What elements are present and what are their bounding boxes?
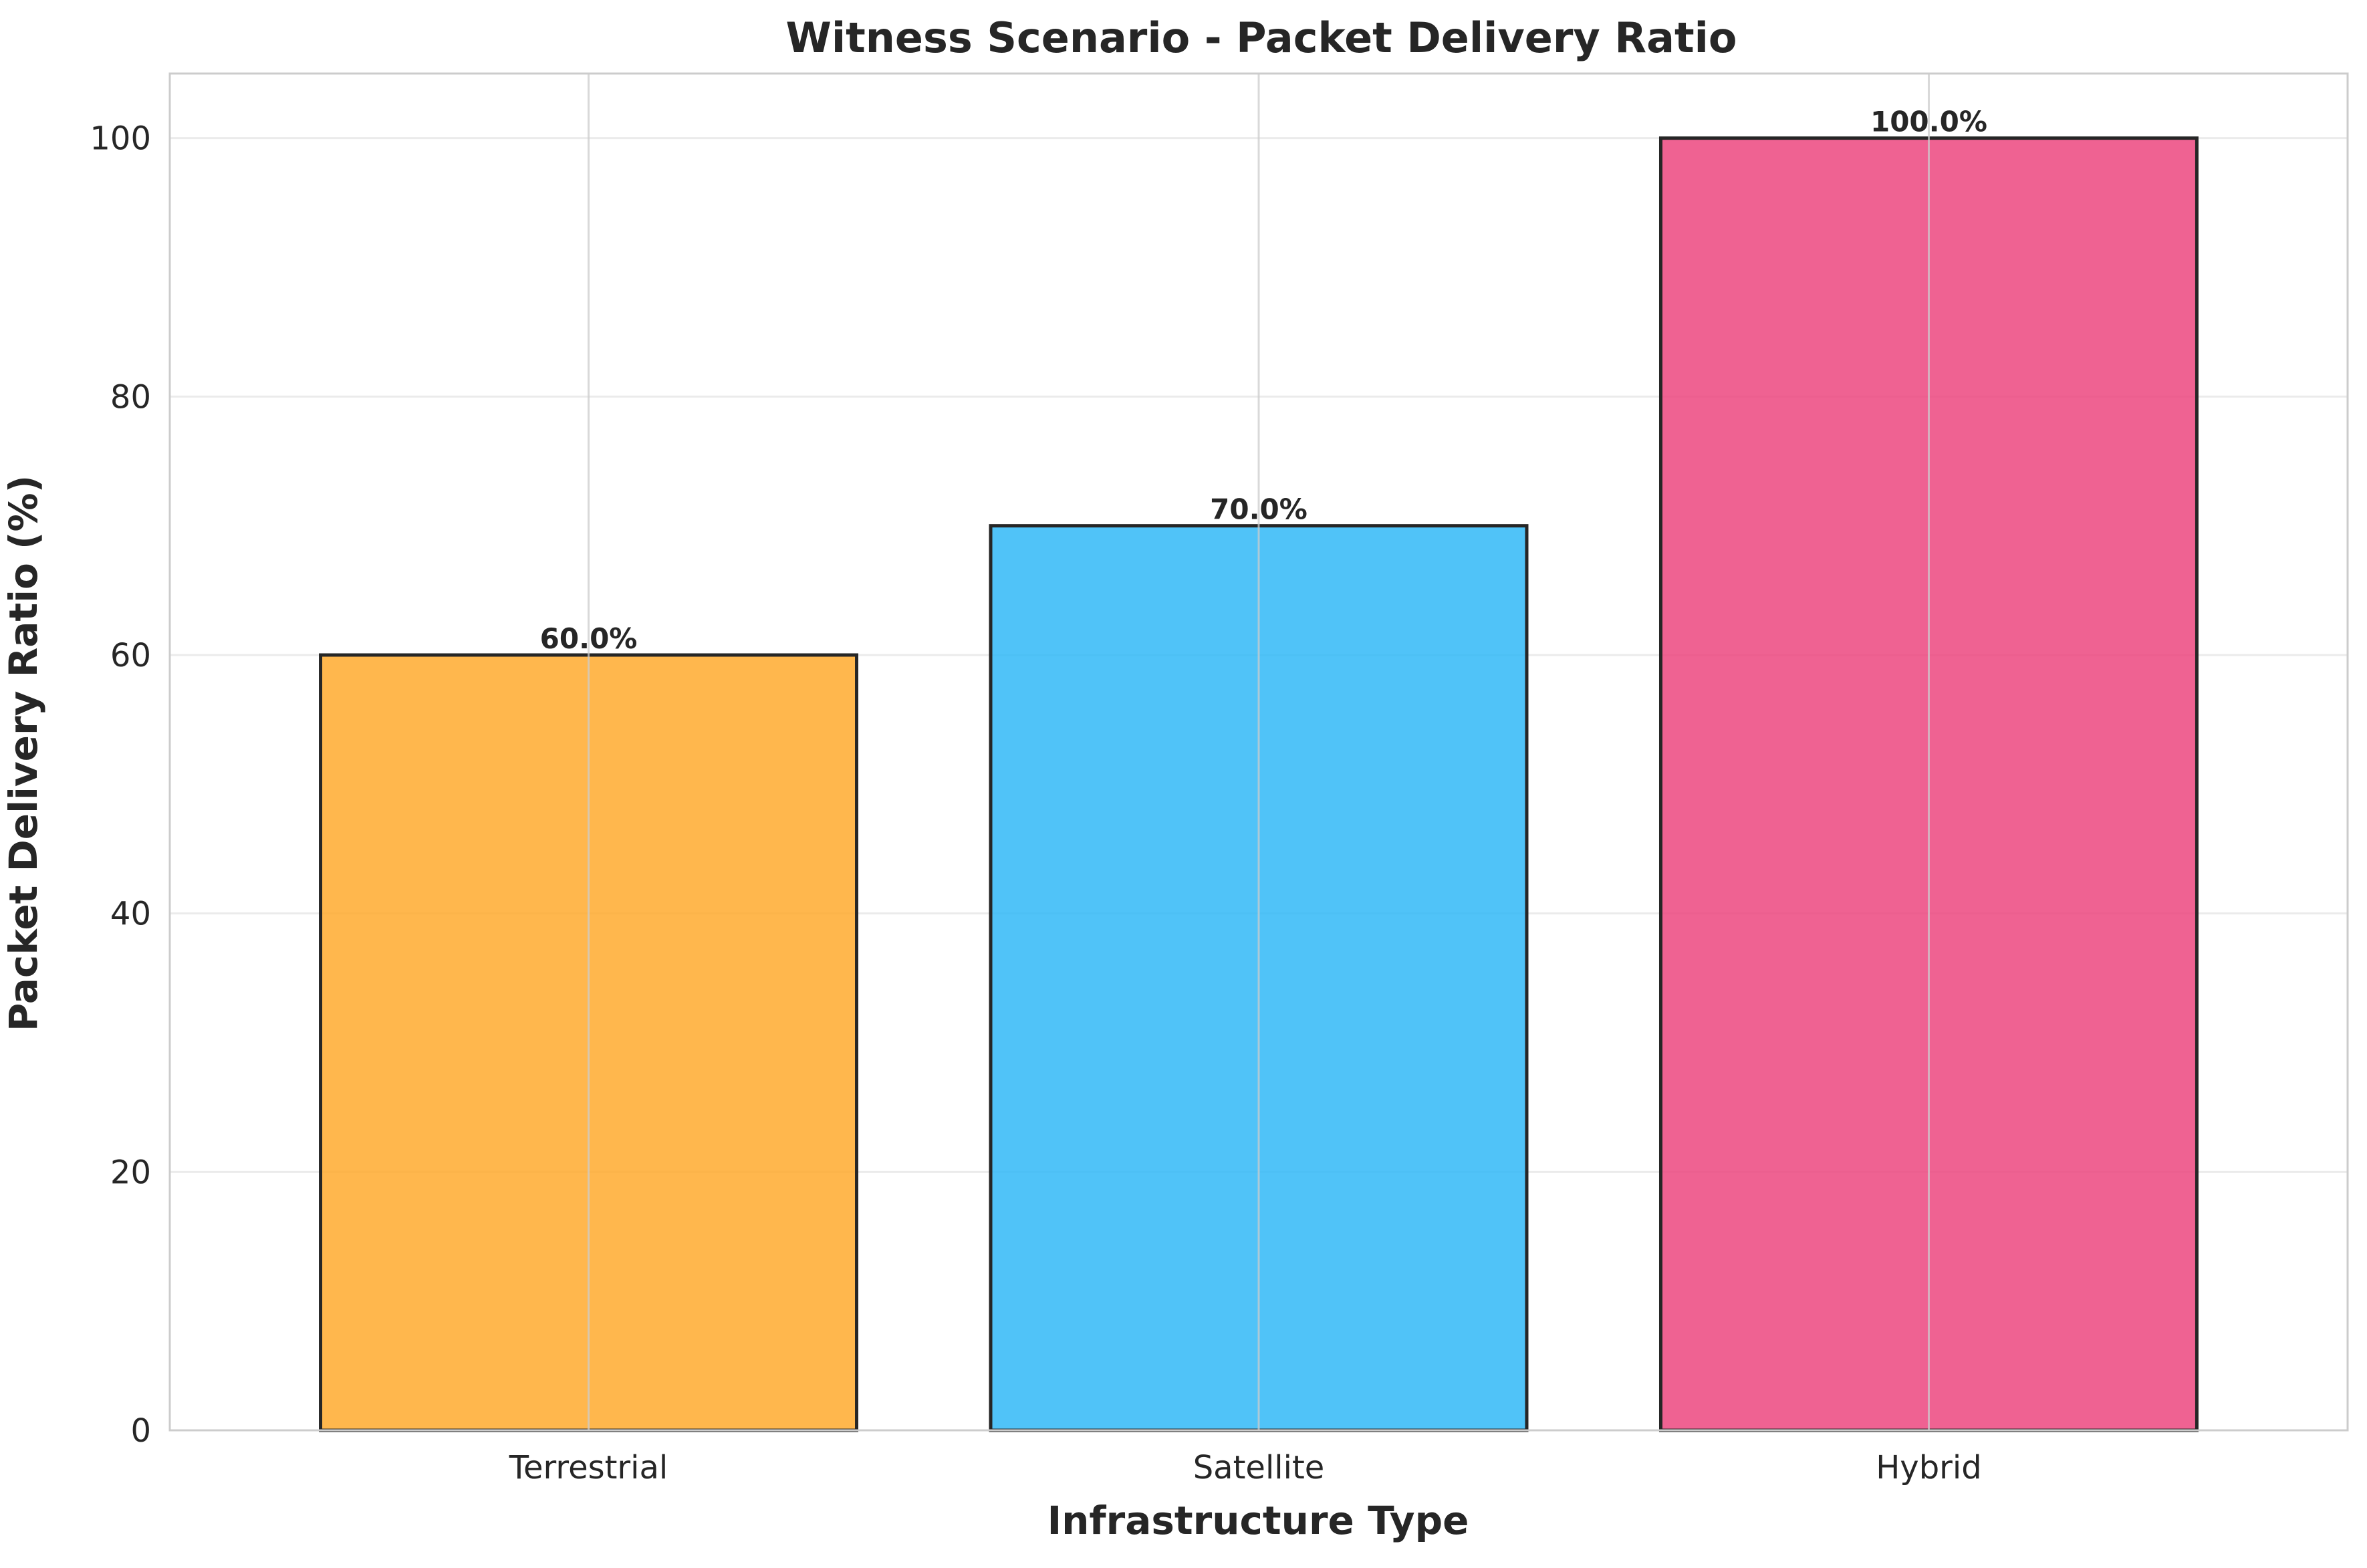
y-tick-label: 100 — [90, 120, 151, 158]
chart-title: Witness Scenario - Packet Delivery Ratio — [786, 13, 1737, 62]
vertical-grid — [588, 74, 1930, 1430]
y-tick-label: 40 — [110, 896, 151, 933]
bar-value-label: 60.0% — [540, 622, 638, 655]
x-tick-label: Hybrid — [1876, 1449, 1982, 1486]
plot-frame — [168, 72, 2349, 1432]
y-tick-label: 0 — [130, 1412, 151, 1450]
data-labels: 60.0% 70.0% 100.0% — [540, 106, 1987, 655]
x-axis-label: Infrastructure Type — [1047, 1498, 1469, 1543]
y-tick-label: 20 — [110, 1154, 151, 1191]
bar-value-label: 70.0% — [1210, 493, 1307, 526]
y-axis-ticks: 0 20 40 60 80 100 — [90, 120, 151, 1450]
y-tick-label: 80 — [110, 378, 151, 416]
x-axis-ticks: Terrestrial Satellite Hybrid — [509, 1449, 1982, 1486]
x-tick-label: Satellite — [1193, 1449, 1325, 1486]
bar-value-label: 100.0% — [1870, 106, 1987, 138]
x-tick-label: Terrestrial — [509, 1449, 668, 1486]
y-axis-label: Packet Delivery Ratio (%) — [1, 475, 46, 1031]
y-tick-label: 60 — [110, 637, 151, 674]
